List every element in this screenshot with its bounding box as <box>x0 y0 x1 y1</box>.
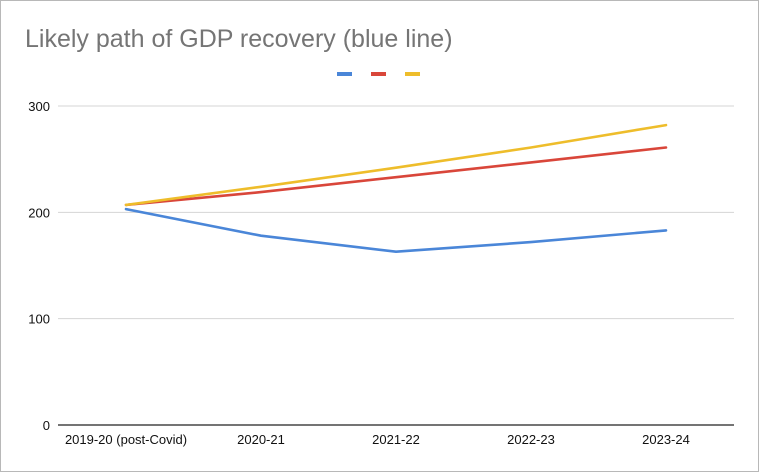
chart-title: Likely path of GDP recovery (blue line) <box>25 25 453 53</box>
y-tick-label: 200 <box>28 205 50 220</box>
gridlines <box>58 105 734 320</box>
y-axis-ticks: 0 100 200 300 <box>28 99 50 433</box>
series-line-1 <box>124 207 668 253</box>
series-lines <box>124 123 668 253</box>
x-tick-label: 2023-24 <box>642 432 690 447</box>
y-tick-label: 100 <box>28 312 50 327</box>
x-tick-label: 2022-23 <box>507 432 555 447</box>
x-tick-label: 2019-20 (post-Covid) <box>65 432 187 447</box>
x-tick-label: 2021-22 <box>372 432 420 447</box>
series-line-2 <box>124 146 668 207</box>
x-axis-ticks: 2019-20 (post-Covid) 2020-21 2021-22 2022-2… <box>65 432 690 447</box>
y-tick-label: 300 <box>28 99 50 114</box>
y-tick-label: 0 <box>43 418 50 433</box>
series-line-3 <box>124 123 668 207</box>
x-tick-label: 2020-21 <box>237 432 285 447</box>
